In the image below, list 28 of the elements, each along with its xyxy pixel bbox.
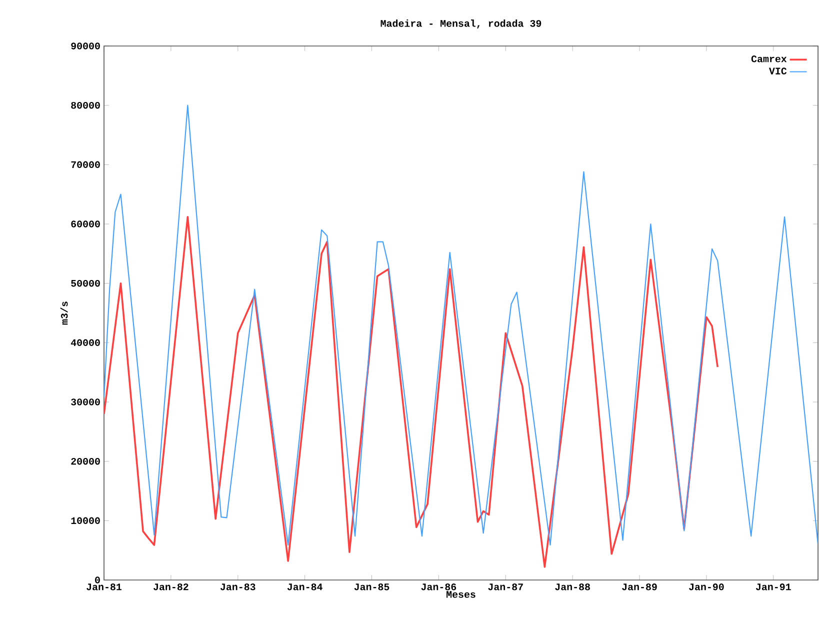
- y-tick-label: 20000: [71, 458, 100, 465]
- x-tick-label: Jan-83: [220, 584, 256, 590]
- x-tick-label: Jan-90: [689, 584, 724, 590]
- y-axis-title: m3/s: [60, 302, 68, 325]
- y-tick-label: 80000: [71, 102, 100, 109]
- y-tick-label: 50000: [71, 280, 100, 287]
- legend-label: VIC: [768, 68, 787, 74]
- x-axis-title: Meses: [446, 591, 476, 598]
- x-tick-label: Jan-85: [354, 584, 390, 590]
- legend-label: Camrex: [751, 56, 787, 62]
- y-tick-label: 70000: [71, 161, 100, 168]
- y-tick-label: 60000: [71, 220, 100, 228]
- y-tick-label: 40000: [70, 339, 100, 346]
- x-tick-label: Jan-88: [555, 584, 590, 590]
- chart-title: Madeira - Mensal, rodada 39: [380, 20, 542, 28]
- x-tick-label: Jan-86: [421, 584, 456, 590]
- x-tick-label: Jan-84: [287, 584, 322, 590]
- y-tick-label: 0: [95, 576, 100, 584]
- x-tick-label: Jan-91: [756, 584, 791, 590]
- x-tick-label: Jan-89: [622, 584, 657, 590]
- y-tick-label: 10000: [71, 517, 100, 524]
- x-tick-label: Jan-82: [154, 584, 188, 590]
- y-tick-label: 90000: [71, 42, 100, 50]
- line-series: [104, 104, 818, 546]
- x-tick-label: Jan-81: [86, 584, 122, 590]
- line-series: [104, 216, 718, 568]
- x-tick-label: Jan-87: [488, 584, 523, 590]
- y-tick-label: 30000: [71, 398, 100, 406]
